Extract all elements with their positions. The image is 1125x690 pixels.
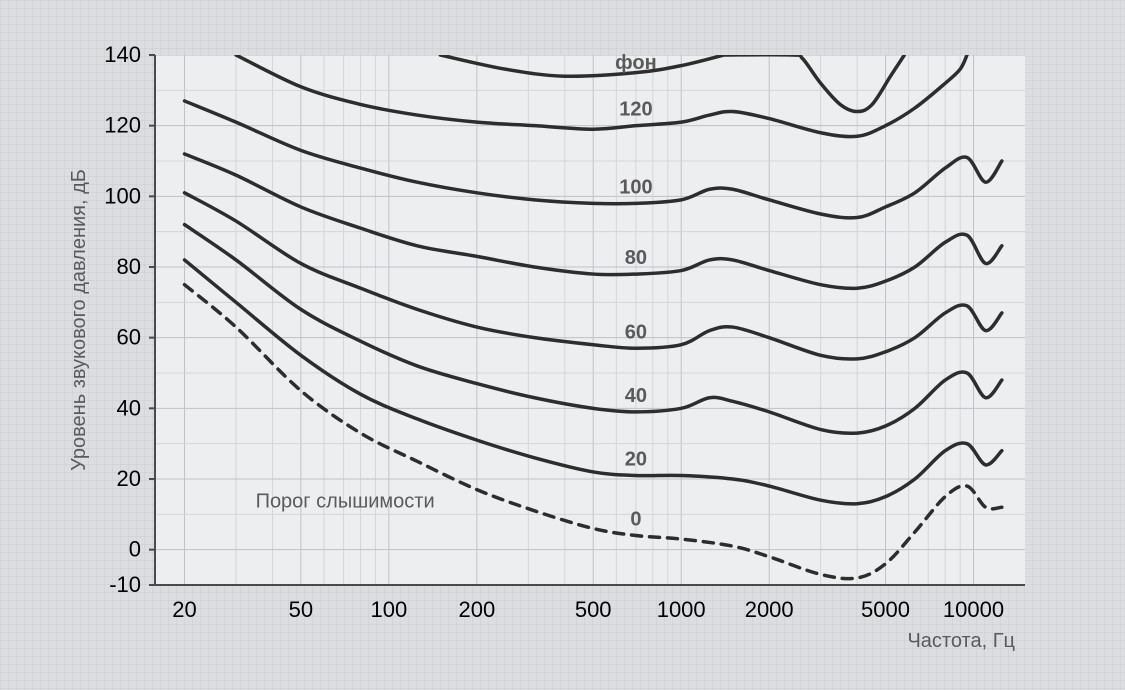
y-tick-label: 80 (117, 254, 141, 279)
y-axis-title: Уровень звукового давления, дБ (68, 169, 90, 471)
curve-label-phon-60: 60 (625, 321, 647, 343)
curve-label-phon-120: 120 (619, 99, 652, 121)
x-tick-label: 10000 (943, 597, 1004, 622)
y-tick-label: 40 (117, 395, 141, 420)
y-tick-label: 20 (117, 466, 141, 491)
x-axis-title: Частота, Гц (907, 630, 1015, 652)
y-tick-label: 120 (104, 113, 141, 138)
chart-container: 0 20 40 60 80 100 120 фон Порог слышимости 20 50 10… (0, 0, 1125, 690)
y-tick-label: -10 (109, 572, 141, 597)
x-tick-label: 20 (172, 597, 196, 622)
y-tick-label: 100 (104, 183, 141, 208)
x-tick-label: 1000 (657, 597, 706, 622)
x-tick-label: 5000 (861, 597, 910, 622)
y-tick-label: 60 (117, 325, 141, 350)
x-tick-label: 100 (370, 597, 407, 622)
curve-label-phon-0-threshold: 0 (630, 509, 641, 531)
plot-area: 0 20 40 60 80 100 120 фон Порог слышимости (155, 52, 1025, 585)
threshold-annotation: Порог слышимости (256, 490, 435, 512)
y-tick-label: 140 (104, 42, 141, 67)
curve-label-phon-80: 80 (625, 247, 647, 269)
curve-label-phon-40: 40 (625, 385, 647, 407)
y-tick-label: 0 (129, 537, 141, 562)
x-tick-label: 50 (289, 597, 313, 622)
curve-label-phon-100: 100 (619, 176, 652, 198)
phon-header-label: фон (615, 52, 657, 74)
x-tick-label: 2000 (745, 597, 794, 622)
x-tick-label: 200 (458, 597, 495, 622)
x-tick-label: 500 (575, 597, 612, 622)
curve-label-phon-20: 20 (625, 448, 647, 470)
